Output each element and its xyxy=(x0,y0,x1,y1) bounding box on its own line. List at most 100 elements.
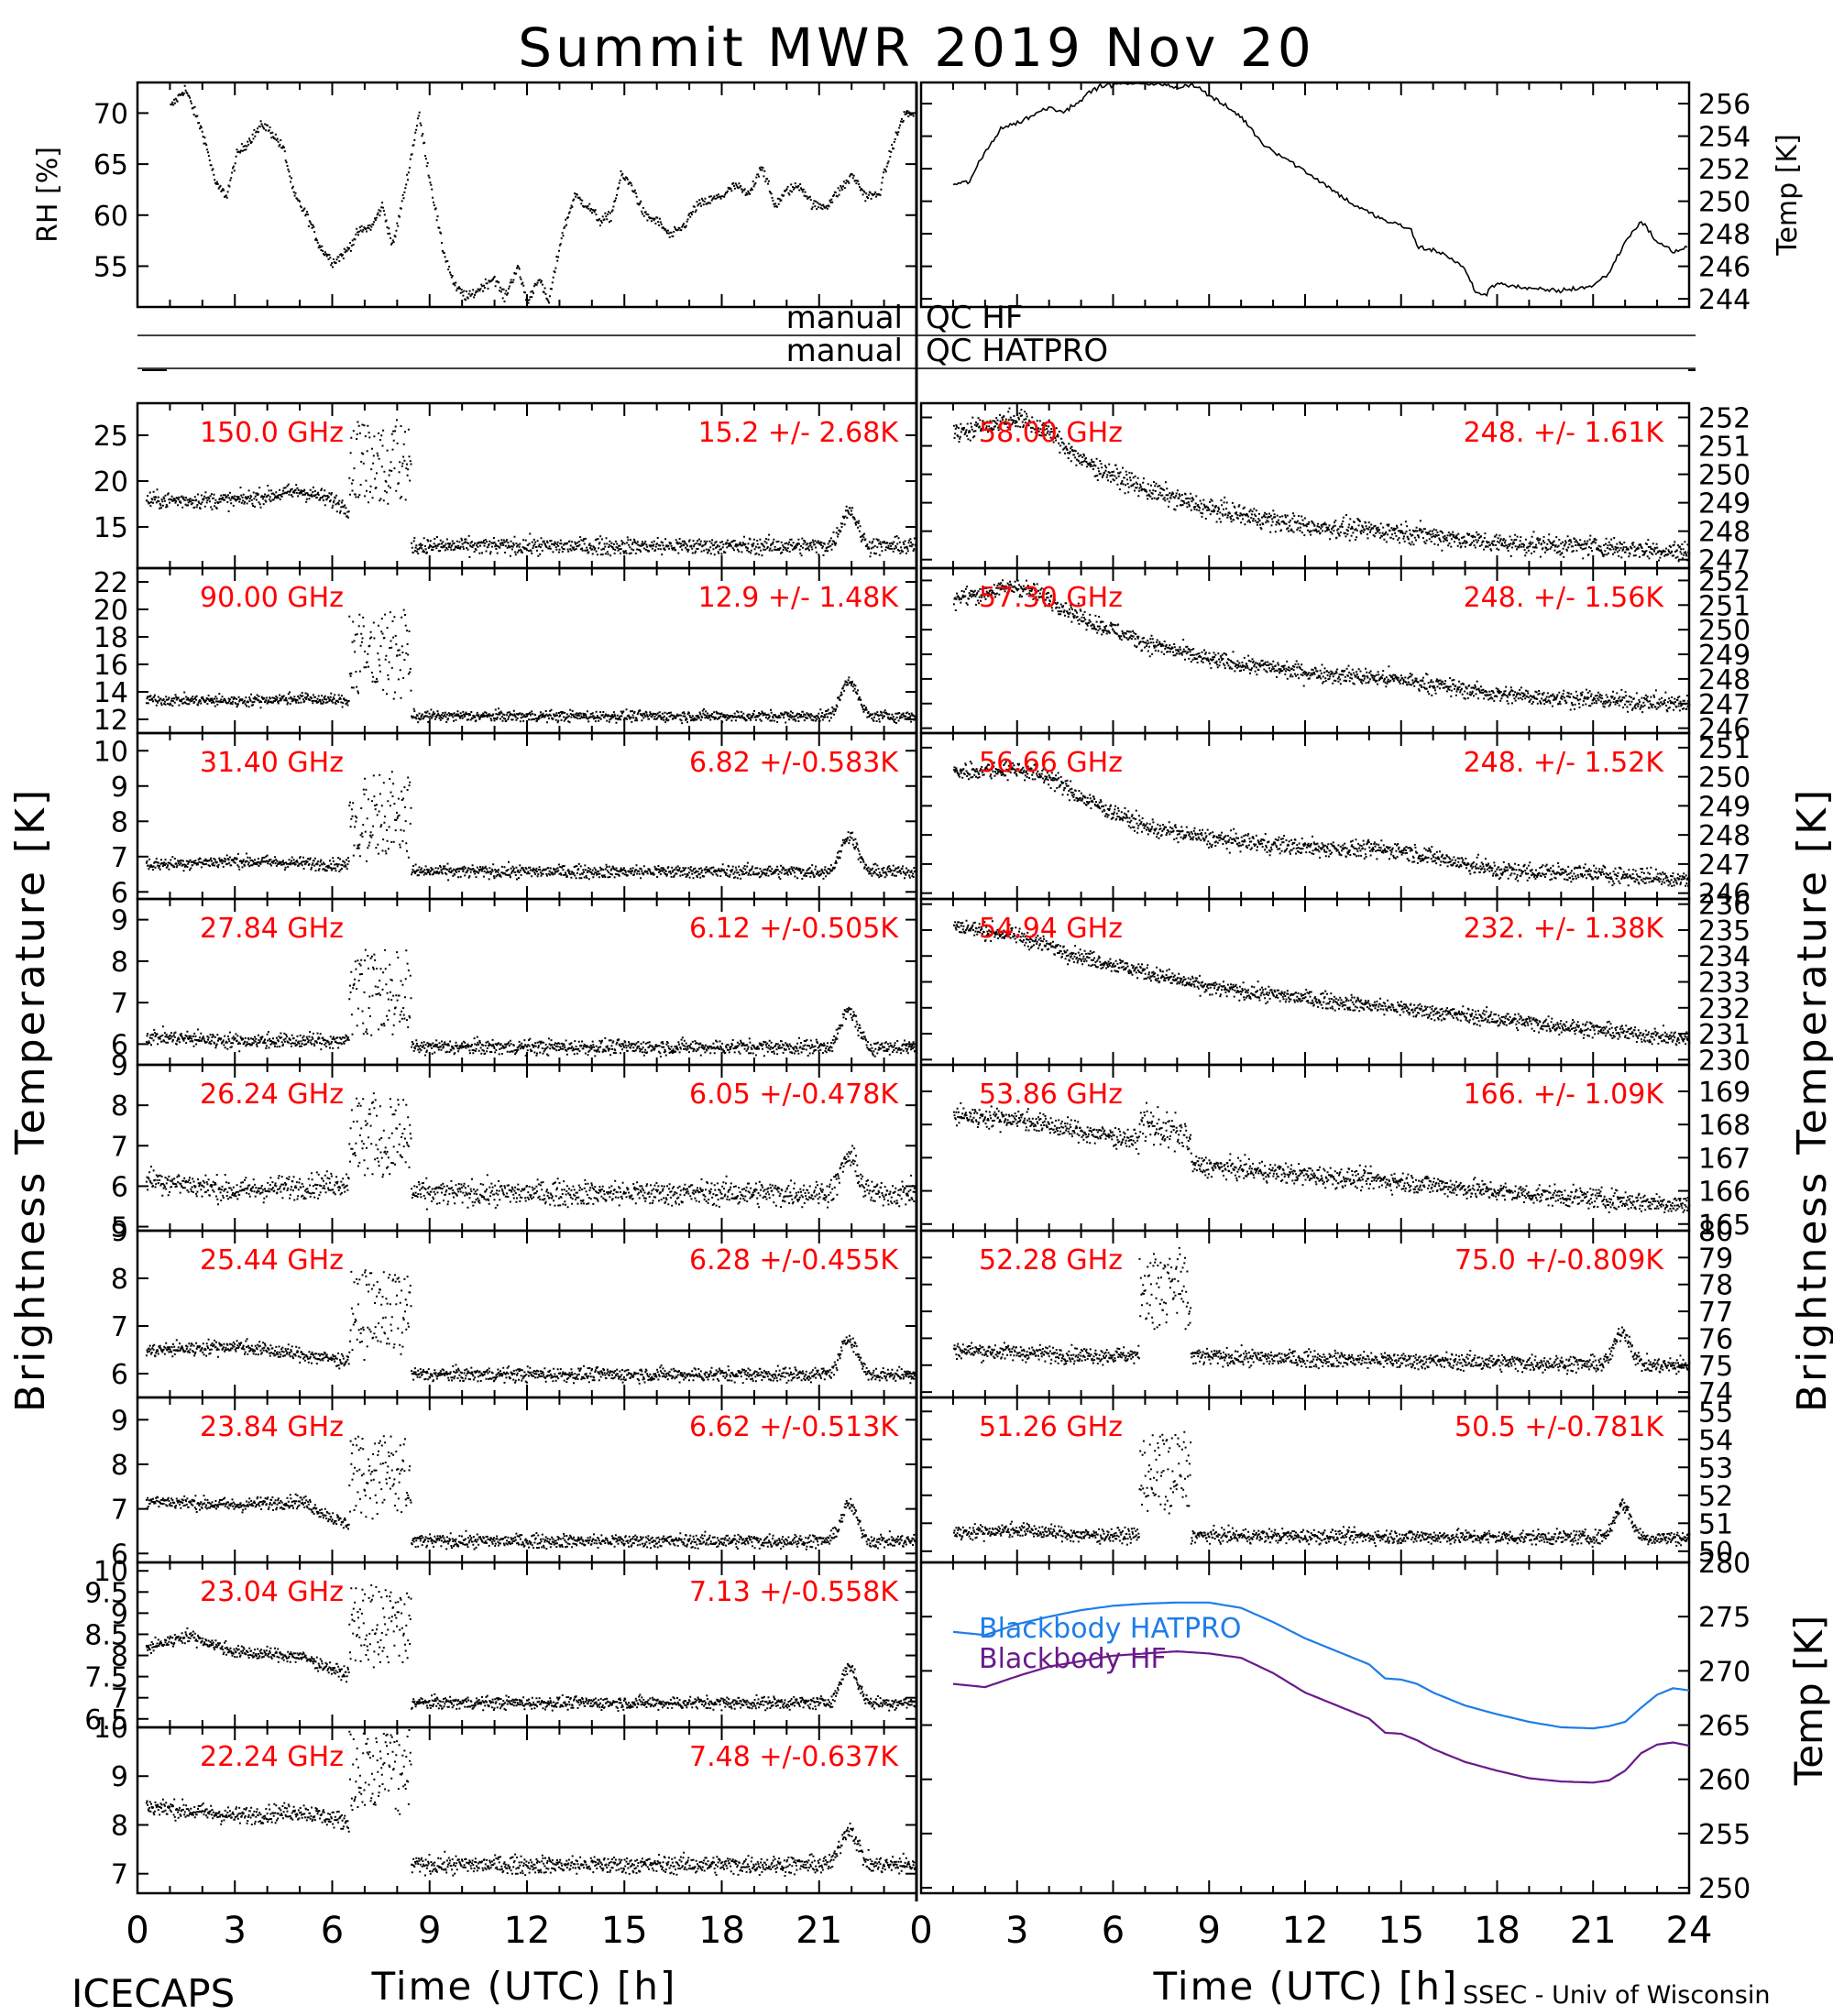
frequency-label: 58.00 GHz xyxy=(979,417,1123,449)
stat-label: 15.2 +/- 2.68K xyxy=(698,417,900,449)
rh-panel: 55 60 65 70 RH [%] xyxy=(32,81,918,309)
y-tick-label: 5 xyxy=(111,1212,128,1244)
x-tick-label: 0 xyxy=(126,1910,148,1952)
y-tick-label: 9 xyxy=(111,905,128,937)
x-tick-label: 18 xyxy=(1474,1910,1520,1952)
stat-label: 166. +/- 1.09K xyxy=(1464,1079,1665,1111)
x-axis-label-right: Time (UTC) [h] xyxy=(1153,1964,1459,2009)
y-tick-label: 252 xyxy=(1698,403,1751,435)
stat-label: 232. +/- 1.38K xyxy=(1464,913,1665,945)
y-tick-label: 70 xyxy=(93,98,128,130)
frequency-label: 52.28 GHz xyxy=(979,1244,1123,1276)
y-tick-label: 248 xyxy=(1698,664,1751,696)
x-tick-label: 15 xyxy=(1377,1910,1424,1952)
stat-label: 6.82 +/-0.583K xyxy=(689,747,899,779)
y-tick-label: 249 xyxy=(1698,488,1751,520)
panel-c2624: 5 6 7 8 9 26.24 GHz 6.05 +/-0.478K xyxy=(111,1050,918,1244)
y-tick-label: 280 xyxy=(1698,1548,1751,1580)
y-tick-label: 16 xyxy=(93,650,128,682)
y-tick-label: 76 xyxy=(1698,1323,1733,1355)
x-tick-label: 21 xyxy=(1570,1910,1617,1952)
y-tick-label: 8 xyxy=(111,1090,128,1123)
data-points xyxy=(145,1269,916,1385)
y-tick-label: 255 xyxy=(1698,1819,1751,1851)
y-tick-label: 9 xyxy=(111,1598,128,1630)
y-tick-label: 55 xyxy=(1698,1397,1733,1429)
panel-c2304: 6.577.588.599.510 23.04 GHz 7.13 +/-0.558K xyxy=(84,1556,918,1737)
y-tick-label: 250 xyxy=(1698,187,1751,219)
legend-entry: Blackbody HATPRO xyxy=(979,1613,1242,1645)
y-tick-label: 7 xyxy=(111,1131,128,1163)
stat-label: 6.62 +/-0.513K xyxy=(689,1411,899,1443)
y-tick-label: 250 xyxy=(1698,615,1751,647)
y-tick-label: 77 xyxy=(1698,1297,1733,1329)
y-tick-label: 250 xyxy=(1698,460,1751,492)
qc-hatpro-left: manual xyxy=(786,333,903,369)
y-tick-label: 251 xyxy=(1698,733,1751,765)
frequency-label: 22.24 GHz xyxy=(200,1741,344,1773)
x-tick-label: 3 xyxy=(1005,1910,1028,1952)
y-tick-label: 9.5 xyxy=(84,1577,128,1609)
y-tick-label: 50 xyxy=(1698,1537,1733,1569)
y-tick-label: 247 xyxy=(1698,689,1751,721)
y-tick-label: 6 xyxy=(111,877,128,909)
y-tick-label: 20 xyxy=(93,466,128,499)
stat-label: 50.5 +/-0.781K xyxy=(1454,1411,1664,1443)
y-tick-label: 168 xyxy=(1698,1110,1751,1142)
y-tick-label: 252 xyxy=(1698,565,1751,597)
frequency-label: 54.94 GHz xyxy=(979,913,1123,945)
y-tick-label: 254 xyxy=(1698,122,1751,154)
y-tick-label: 20 xyxy=(93,595,128,627)
left-y-axis-label: Brightness Temperature [K] xyxy=(7,787,54,1412)
y-tick-label: 249 xyxy=(1698,791,1751,823)
x-tick-label: 21 xyxy=(796,1910,842,1952)
stat-label: 6.05 +/-0.478K xyxy=(689,1079,899,1111)
data-points xyxy=(145,1092,916,1211)
y-tick-label: 7 xyxy=(111,1495,128,1527)
bb-temp-axis-label: Temp [K] xyxy=(1786,1616,1831,1787)
y-tick-label: 6 xyxy=(111,1539,128,1571)
right-y-axis-label: Brightness Temperature [K] xyxy=(1789,787,1833,1412)
x-tick-label: 9 xyxy=(1198,1910,1221,1952)
qc-rows: manual QC HF manual QC HATPRO xyxy=(137,300,1696,371)
y-tick-label: 250 xyxy=(1698,1873,1751,1905)
y-tick-label: 54 xyxy=(1698,1425,1733,1457)
footer-ssec: SSEC - Univ of Wisconsin xyxy=(1463,1981,1770,2010)
y-tick-label: 256 xyxy=(1698,89,1751,121)
y-tick-label: 6.5 xyxy=(84,1704,128,1737)
y-tick-label: 232 xyxy=(1698,993,1751,1025)
y-tick-label: 230 xyxy=(1698,1045,1751,1077)
y-tick-label: 252 xyxy=(1698,154,1751,186)
qc-hf-right: QC HF xyxy=(926,300,1023,336)
y-tick-label: 9 xyxy=(111,1761,128,1793)
temp-axis-label: Temp [K] xyxy=(1772,134,1804,257)
y-tick-label: 249 xyxy=(1698,640,1751,672)
data-points xyxy=(145,1435,916,1550)
y-tick-label: 244 xyxy=(1698,284,1751,316)
y-tick-label: 169 xyxy=(1698,1077,1751,1109)
y-tick-label: 246 xyxy=(1698,879,1751,911)
y-tick-label: 25 xyxy=(93,421,128,453)
panel-c2544: 6 7 8 9 25.44 GHz 6.28 +/-0.455K xyxy=(111,1216,918,1399)
frequency-label: 31.40 GHz xyxy=(200,747,344,779)
y-tick-label: 65 xyxy=(93,149,128,181)
y-tick-label: 8 xyxy=(111,1641,128,1673)
y-tick-label: 9 xyxy=(111,1050,128,1082)
y-tick-label: 247 xyxy=(1698,849,1751,882)
x-axis-label-left: Time (UTC) [h] xyxy=(371,1964,677,2009)
frequency-label: 27.84 GHz xyxy=(200,913,344,945)
data-points xyxy=(952,1101,1691,1213)
y-tick-label: 75 xyxy=(1698,1351,1733,1383)
y-tick-label: 234 xyxy=(1698,941,1751,973)
y-tick-label: 74 xyxy=(1698,1377,1733,1409)
y-tick-label: 167 xyxy=(1698,1143,1751,1175)
y-tick-label: 14 xyxy=(93,677,128,709)
y-tick-label: 7 xyxy=(111,1859,128,1891)
